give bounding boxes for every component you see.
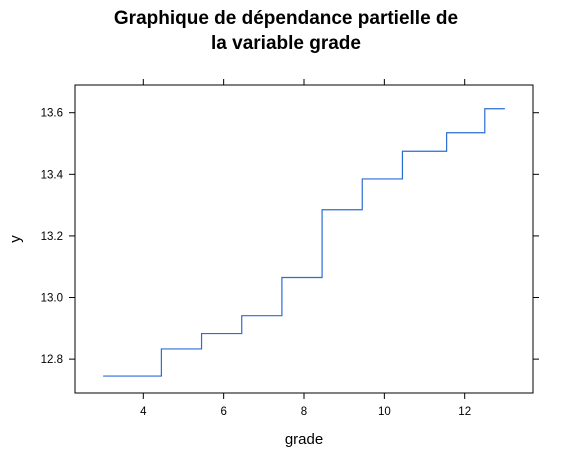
y-tick-label: 12.8: [41, 354, 63, 366]
y-axis-label: y: [7, 235, 24, 243]
x-tick-label: 10: [378, 406, 391, 418]
axis-ticks: 4 6 8 10 12 12.8 13.0 13.2 13.4 13.6: [41, 79, 539, 418]
x-tick-label: 12: [458, 406, 471, 418]
x-tick-label: 4: [140, 406, 147, 418]
chart-title: Graphique de dépendance partielle de la …: [0, 6, 572, 56]
x-tick-label: 8: [301, 406, 307, 418]
y-tick-label: 13.0: [41, 293, 63, 305]
y-tick-label: 13.2: [41, 231, 63, 243]
y-tick-label: 13.6: [41, 108, 63, 120]
y-tick-label: 13.4: [41, 169, 64, 181]
series-line: [103, 108, 505, 377]
plot-frame: [74, 84, 534, 394]
chart-title-line-1: Graphique de dépendance partielle de: [113, 8, 459, 29]
series-group: [103, 108, 505, 377]
x-axis-label: grade: [285, 431, 323, 448]
x-tick-label: 6: [220, 406, 226, 418]
chart-title-line-2: la variable grade: [211, 33, 361, 54]
